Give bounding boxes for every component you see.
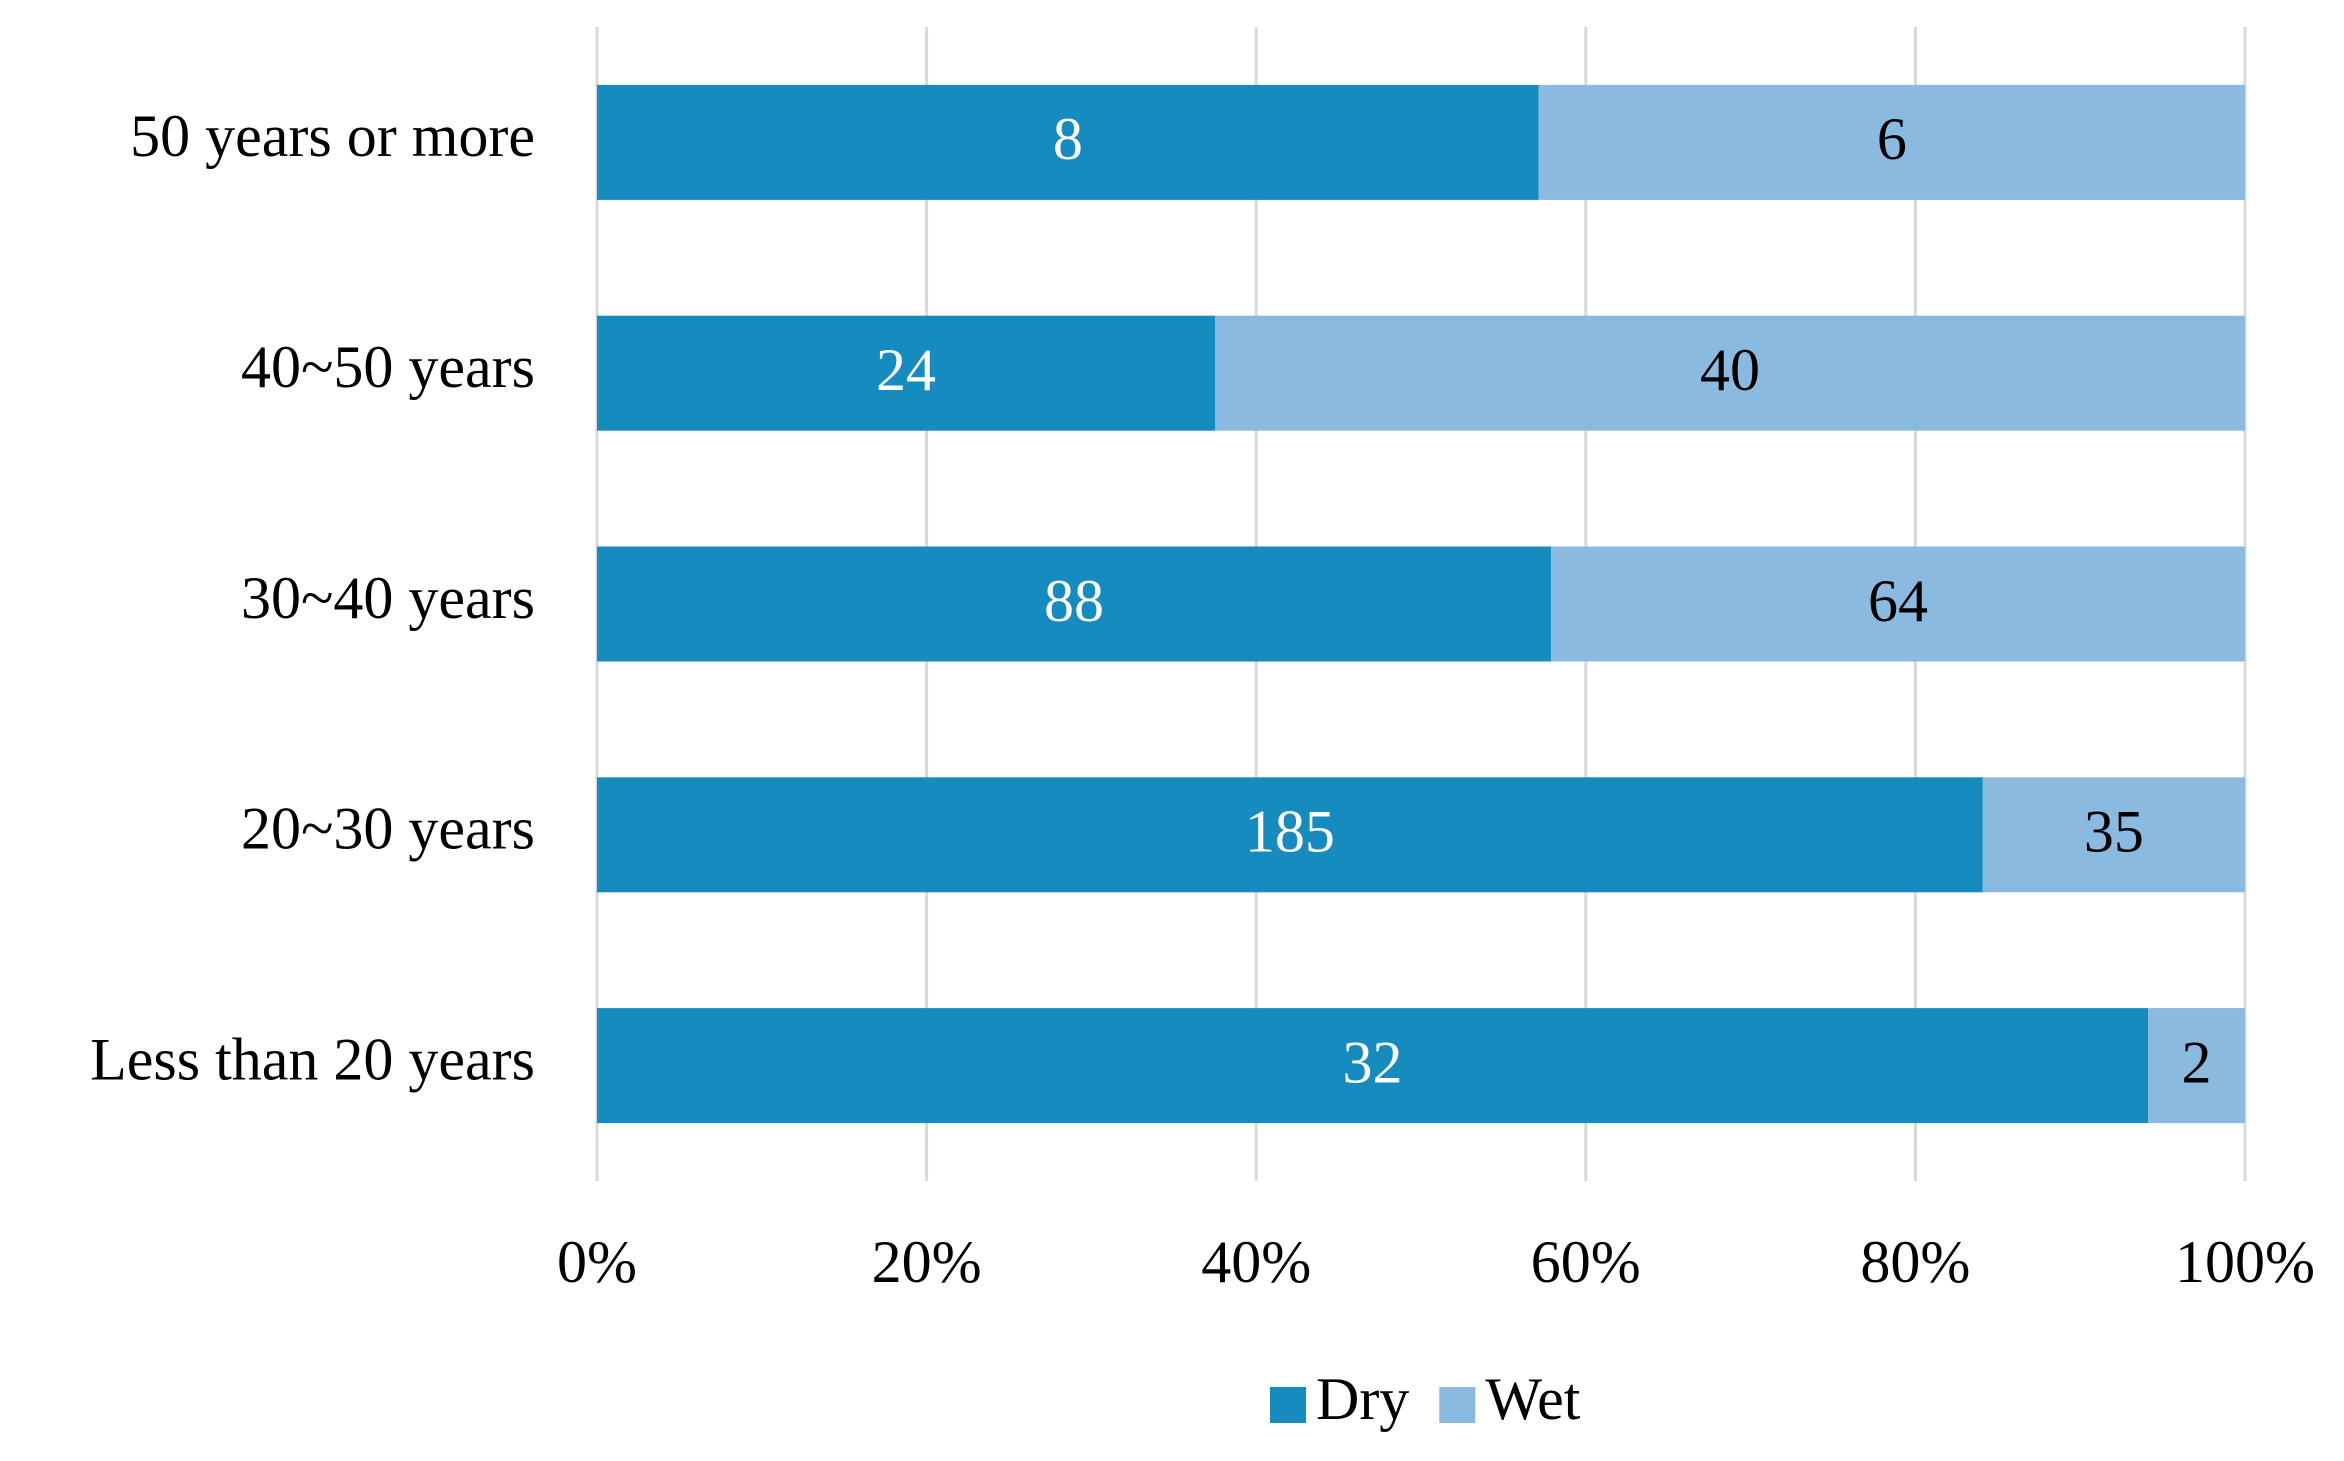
bar-segment [597, 84, 1539, 200]
bar-segment [1538, 84, 2245, 200]
y-tick-label: 30~40 years [241, 565, 535, 631]
y-tick-label: 50 years or more [130, 103, 535, 169]
legend-swatch [1270, 1387, 1306, 1423]
data-label: 6 [1877, 106, 1907, 172]
bar-segment [597, 777, 1983, 893]
y-tick-label: 20~30 years [241, 796, 535, 862]
data-label: 35 [2084, 799, 2144, 865]
x-tick-label: 100% [2175, 1229, 2315, 1295]
data-label: 64 [1868, 568, 1928, 634]
data-label: 2 [2182, 1029, 2212, 1095]
data-label: 40 [1700, 337, 1760, 403]
legend-label: Dry [1316, 1366, 1409, 1432]
bar-segment [2148, 1008, 2245, 1124]
bar-segment [597, 315, 1215, 431]
legend-swatch [1439, 1387, 1476, 1423]
y-tick-label: 40~50 years [241, 334, 535, 400]
bar-segment [1982, 777, 2245, 893]
x-tick-label: 40% [1201, 1229, 1311, 1295]
x-tick-label: 80% [1860, 1229, 1970, 1295]
x-tick-label: 20% [872, 1229, 982, 1295]
x-tick-label: 0% [557, 1229, 637, 1295]
data-label: 32 [1343, 1029, 1403, 1095]
data-label: 185 [1245, 799, 1335, 865]
bar-segment [597, 1008, 2149, 1124]
data-label: 8 [1053, 106, 1083, 172]
y-tick-label: Less than 20 years [90, 1026, 535, 1092]
bar-segment [1551, 546, 2245, 662]
data-label: 88 [1044, 568, 1104, 634]
data-label: 24 [876, 337, 936, 403]
x-tick-label: 60% [1531, 1229, 1641, 1295]
bar-segment [597, 546, 1552, 662]
legend-label: Wet [1485, 1366, 1580, 1432]
bar-segment [1215, 315, 2245, 431]
